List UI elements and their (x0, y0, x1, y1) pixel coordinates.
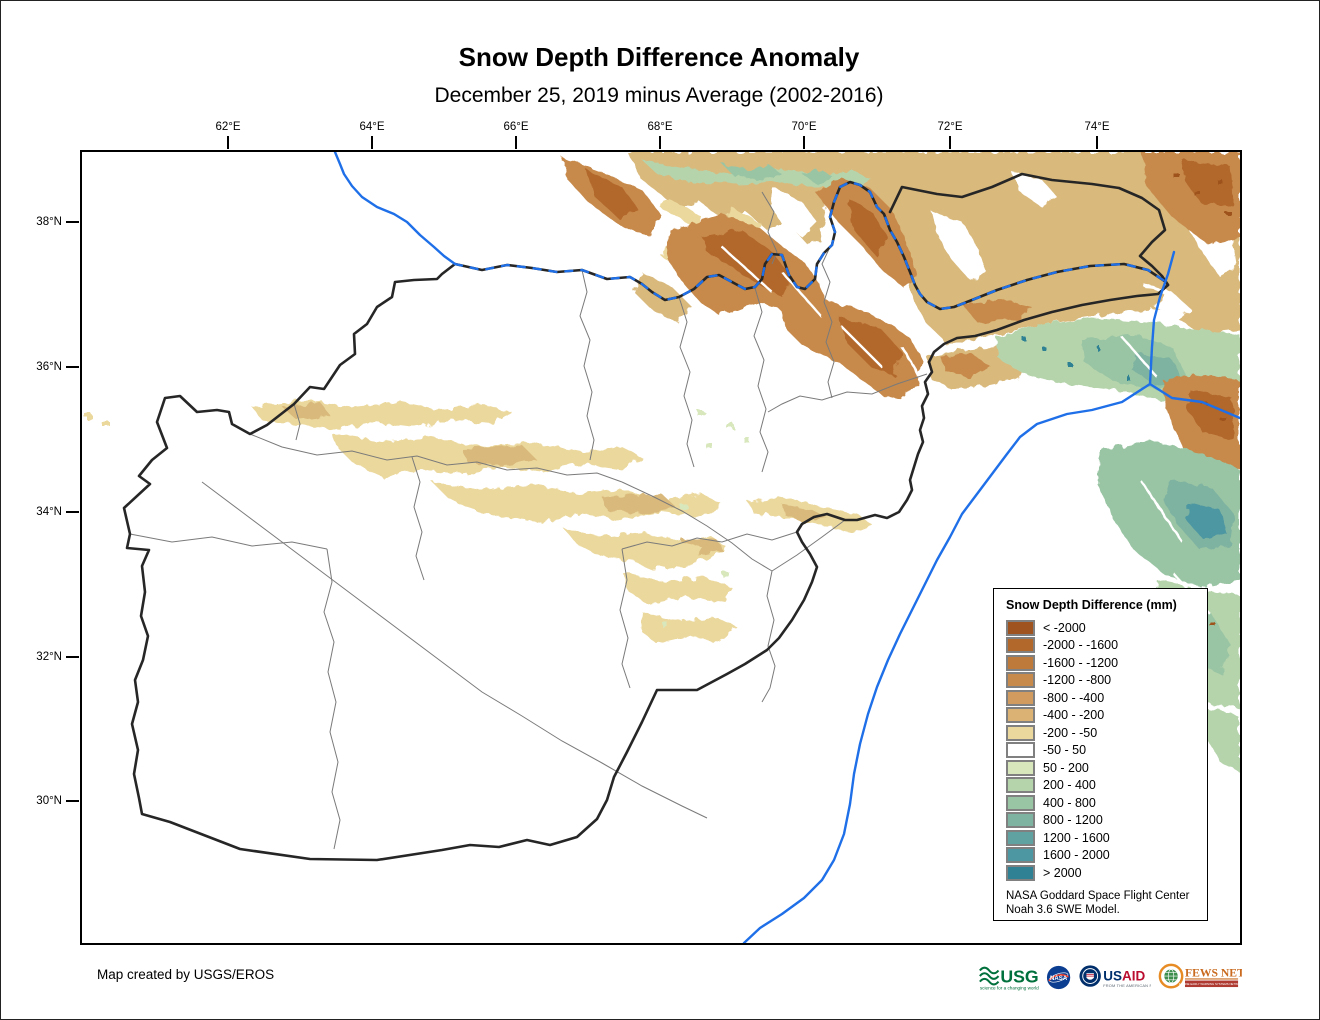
legend-item: 1200 - 1600 (1006, 829, 1207, 847)
axis-tick (66, 366, 79, 368)
nasa-wordmark: NASA (1050, 975, 1068, 981)
axis-tick (227, 136, 229, 149)
axis-tick (371, 136, 373, 149)
legend-swatch (1006, 759, 1035, 776)
province-boundaries (129, 191, 928, 850)
legend-item: -1600 - -1200 (1006, 654, 1207, 672)
lon-label: 68°E (647, 121, 673, 133)
lat-label: 30°N (36, 795, 62, 807)
legend-swatch (1006, 672, 1035, 689)
legend-swatch (1006, 654, 1035, 671)
legend-item: -1200 - -800 (1006, 672, 1207, 690)
legend-swatch (1006, 742, 1035, 759)
map-credit: Map created by USGS/EROS (97, 967, 275, 982)
legend-swatch (1006, 812, 1035, 829)
legend-item: 400 - 800 (1006, 794, 1207, 812)
rivers (333, 150, 1242, 945)
lat-label: 34°N (36, 506, 62, 518)
amu-darya-river (333, 150, 457, 266)
legend-swatch (1006, 689, 1035, 706)
legend-item: 50 - 200 (1006, 759, 1207, 777)
fewsnet-banner: FAMINE EARLY WARNING SYSTEMS NETWORK (1179, 982, 1242, 986)
usaid-logo: USAID FROM THE AMERICAN PEOPLE (1079, 965, 1151, 988)
lat-label: 38°N (36, 216, 62, 228)
legend-item: -200 - -50 (1006, 724, 1207, 742)
lon-label: 64°E (359, 121, 385, 133)
indus-river-east (1148, 382, 1242, 420)
axis-tick (66, 800, 79, 802)
axis-tick (659, 136, 661, 149)
indus-river (742, 382, 1152, 945)
legend-item: 200 - 400 (1006, 777, 1207, 795)
nasa-logo: NASA (1047, 965, 1071, 989)
indus-river-upper (1148, 250, 1176, 386)
usaid-tagline: FROM THE AMERICAN PEOPLE (1103, 983, 1151, 988)
logo-bar: USGS science for a changing world NASA U… (978, 955, 1242, 999)
legend-source: NASA Goddard Space Flight Center Noah 3.… (1006, 889, 1207, 917)
legend-swatch (1006, 619, 1035, 636)
legend-item: -400 - -200 (1006, 707, 1207, 725)
legend-swatch (1006, 847, 1035, 864)
lon-label: 62°E (215, 121, 241, 133)
axis-tick (949, 136, 951, 149)
map-legend: Snow Depth Difference (mm) < -2000 -2000… (993, 588, 1208, 921)
legend-source-line1: NASA Goddard Space Flight Center (1006, 889, 1190, 902)
axis-tick (803, 136, 805, 149)
legend-swatch (1006, 707, 1035, 724)
legend-swatch (1006, 724, 1035, 741)
usgs-wordmark: USGS (1000, 967, 1039, 987)
map-canvas (85, 150, 1242, 945)
legend-item: -50 - 50 (1006, 742, 1207, 760)
usaid-wordmark: USAID (1103, 969, 1145, 984)
legend-item: < -2000 (1006, 619, 1207, 637)
axis-tick (66, 221, 79, 223)
legend-swatch (1006, 864, 1035, 881)
legend-item: > 2000 (1006, 864, 1207, 882)
lon-label: 70°E (791, 121, 817, 133)
usgs-tagline: science for a changing world (980, 986, 1039, 991)
legend-swatch (1006, 794, 1035, 811)
legend-item: 800 - 1200 (1006, 812, 1207, 830)
lat-label: 32°N (36, 651, 62, 663)
axis-tick (515, 136, 517, 149)
northeast-borders (888, 172, 1170, 287)
legend-item: 1600 - 2000 (1006, 847, 1207, 865)
lon-label: 72°E (937, 121, 963, 133)
axis-tick (66, 656, 79, 658)
lon-label: 74°E (1084, 121, 1110, 133)
legend-swatch (1006, 829, 1035, 846)
border-river-dashes (453, 180, 1168, 311)
legend-item: -800 - -400 (1006, 689, 1207, 707)
legend-title: Snow Depth Difference (mm) (1006, 598, 1177, 612)
legend-swatch (1006, 777, 1035, 794)
fewsnet-wordmark: FEWS NET (1185, 967, 1242, 980)
page-title: Snow Depth Difference Anomaly (458, 42, 860, 72)
axis-tick (66, 511, 79, 513)
axis-tick (1096, 136, 1098, 149)
lon-label: 66°E (503, 121, 529, 133)
lat-label: 36°N (36, 361, 62, 373)
fewsnet-logo: FEWS NET FAMINE EARLY WARNING SYSTEMS NE… (1158, 963, 1242, 989)
legend-swatch (1006, 637, 1035, 654)
legend-source-line2: Noah 3.6 SWE Model. (1006, 903, 1120, 916)
page-subtitle: December 25, 2019 minus Average (2002-20… (434, 84, 884, 107)
usgs-logo: USGS science for a changing world (979, 967, 1039, 991)
legend-item: -2000 - -1600 (1006, 637, 1207, 655)
